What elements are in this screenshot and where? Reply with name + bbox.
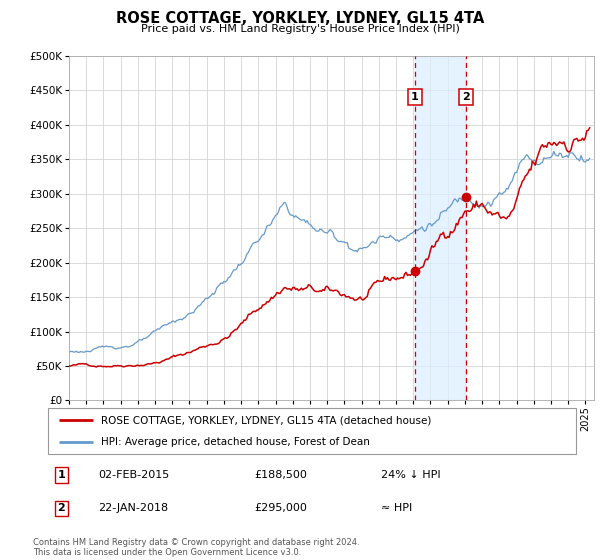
Text: 2: 2 [58,503,65,514]
Text: 1: 1 [58,470,65,480]
Text: 02-FEB-2015: 02-FEB-2015 [98,470,169,480]
Text: £188,500: £188,500 [254,470,307,480]
Bar [415,56,466,400]
Text: Contains HM Land Registry data © Crown copyright and database right 2024.: Contains HM Land Registry data © Crown c… [33,538,359,547]
Text: £295,000: £295,000 [254,503,307,514]
Text: 24% ↓ HPI: 24% ↓ HPI [380,470,440,480]
Text: This data is licensed under the Open Government Licence v3.0.: This data is licensed under the Open Gov… [33,548,301,557]
Text: 2: 2 [462,92,470,102]
Text: HPI: Average price, detached house, Forest of Dean: HPI: Average price, detached house, Fore… [101,437,370,447]
Text: ROSE COTTAGE, YORKLEY, LYDNEY, GL15 4TA: ROSE COTTAGE, YORKLEY, LYDNEY, GL15 4TA [116,11,484,26]
Text: 22-JAN-2018: 22-JAN-2018 [98,503,168,514]
Text: ROSE COTTAGE, YORKLEY, LYDNEY, GL15 4TA (detached house): ROSE COTTAGE, YORKLEY, LYDNEY, GL15 4TA … [101,415,431,425]
Text: Price paid vs. HM Land Registry's House Price Index (HPI): Price paid vs. HM Land Registry's House … [140,24,460,34]
Text: 1: 1 [411,92,419,102]
Text: ≈ HPI: ≈ HPI [380,503,412,514]
